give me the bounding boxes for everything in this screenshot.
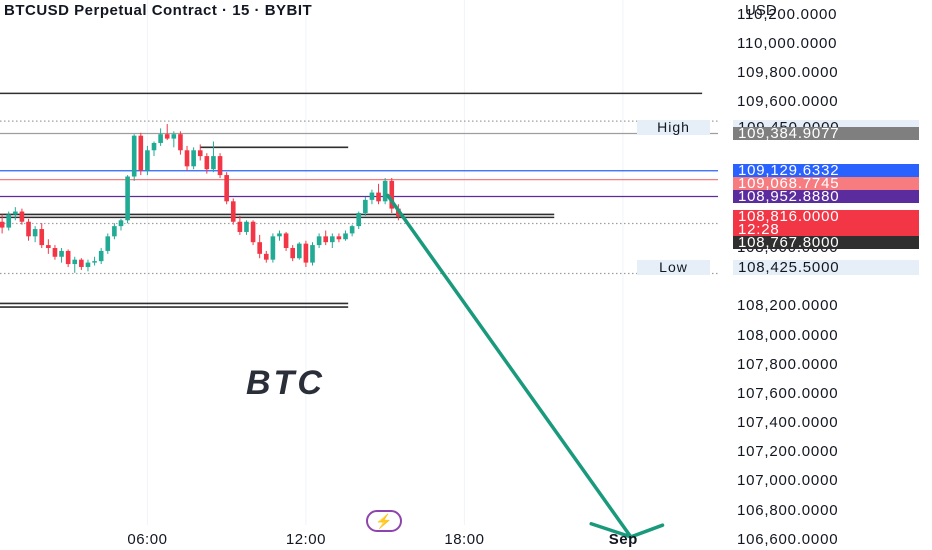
candle-body-59 [389,180,395,209]
y-tick-label: 106,800.0000 [737,501,839,519]
candle-body-54 [356,212,362,227]
candle-body-25 [164,134,170,139]
candle-body-31 [204,156,210,170]
y-tick-label: 109,800.0000 [737,63,839,81]
candle-body-21 [138,135,144,171]
x-tick-label: 18:00 [444,531,485,548]
candle-body-29 [191,150,196,167]
candle-body-3 [19,211,25,222]
lightning-bolt-icon[interactable]: ⚡ [366,510,402,532]
candle-body-38 [250,221,256,243]
candle-body-27 [178,134,183,151]
y-tick-label: 107,400.0000 [737,414,839,432]
y-tick-label: 110,200.0000 [737,5,838,23]
projection-arrow[interactable] [386,193,665,539]
candle-body-28 [184,150,190,167]
candle-body-14 [92,261,97,263]
candlestick-series [0,124,401,273]
chart-title: BTCUSD Perpetual Contract · 15 · BYBIT [4,2,313,19]
candle-body-42 [277,233,282,237]
candle-body-24 [158,134,163,143]
candle-body-32 [211,156,216,170]
low-value-tag: 108,425.5000 [733,260,919,275]
candle-body-49 [323,236,329,243]
currency-label: USD [745,2,777,19]
btc-annotation-text[interactable]: BTC [246,364,325,402]
candle-body-55 [363,199,368,213]
candle-body-13 [85,262,91,267]
candle-body-46 [303,243,309,263]
candle-body-4 [26,221,31,237]
candle-body-58 [382,180,388,202]
candle-body-16 [105,236,111,251]
candle-body-23 [151,142,157,151]
candle-body-48 [316,236,322,246]
candle-body-51 [336,236,342,240]
candle-body-39 [257,242,262,254]
candle-body-35 [230,201,236,222]
candle-body-22 [145,150,150,171]
y-tick-label: 109,600.0000 [737,93,839,111]
candle-body-5 [32,229,38,237]
y-tick-label: 106,600.0000 [737,530,839,548]
candle-body-6 [39,229,45,246]
price-tag: 109,068.7745 [733,176,919,191]
high-label: High [637,120,710,135]
candle-body-47 [310,245,315,263]
y-tick-label: 108,000.0000 [737,326,839,344]
candle-body-30 [197,150,203,157]
candle-body-45 [296,243,302,259]
candle-body-10 [65,250,71,265]
candle-body-8 [52,248,58,257]
price-tag: 109,384.9077 [733,126,919,141]
candle-body-37 [244,221,249,232]
y-tick-label: 107,800.0000 [737,355,839,373]
candle-body-56 [369,192,375,200]
candle-body-33 [217,156,223,176]
candle-body-7 [46,245,51,249]
price-tag: 108,952.8880 [733,189,919,204]
price-tag: 12:28 [733,222,919,237]
candle-body-36 [237,221,243,232]
price-tag: 108,816.0000 [733,209,919,224]
y-tick-label: 108,200.0000 [737,297,839,315]
candle-body-53 [349,226,355,234]
low-label: Low [637,260,710,275]
x-tick-label: 06:00 [127,531,168,548]
candle-body-11 [72,259,78,265]
y-tick-label: 107,600.0000 [737,384,839,402]
horizontal-levels[interactable] [0,92,718,308]
candle-body-18 [118,220,124,227]
candle-body-50 [330,236,335,243]
candle-body-1 [6,214,12,228]
candle-body-41 [270,236,276,260]
chart-grid [146,0,624,525]
candle-body-57 [376,192,381,202]
price-tag: 108,767.8000 [733,235,919,250]
candle-body-2 [13,211,18,215]
candle-body-43 [283,233,289,249]
candle-body-0 [0,221,5,228]
candle-body-26 [171,134,177,139]
x-tick-label: Sep [608,531,638,548]
candle-body-17 [112,226,117,237]
candle-body-52 [343,233,348,240]
candle-body-9 [59,250,64,257]
y-tick-label: 110,000.0000 [737,34,838,52]
candle-body-19 [125,176,130,221]
candle-body-44 [290,248,296,259]
projection-arrow-shaft [386,193,633,539]
candle-body-20 [131,135,137,177]
candle-body-34 [224,175,229,202]
projection-arrow-head [589,521,665,539]
candle-body-40 [263,253,269,260]
y-tick-label: 107,200.0000 [737,443,839,461]
candle-body-15 [98,250,104,262]
x-tick-label: 12:00 [285,531,326,548]
price-tag: 109,129.6332 [733,163,919,178]
candle-body-12 [79,259,84,267]
y-tick-label: 107,000.0000 [737,472,839,490]
